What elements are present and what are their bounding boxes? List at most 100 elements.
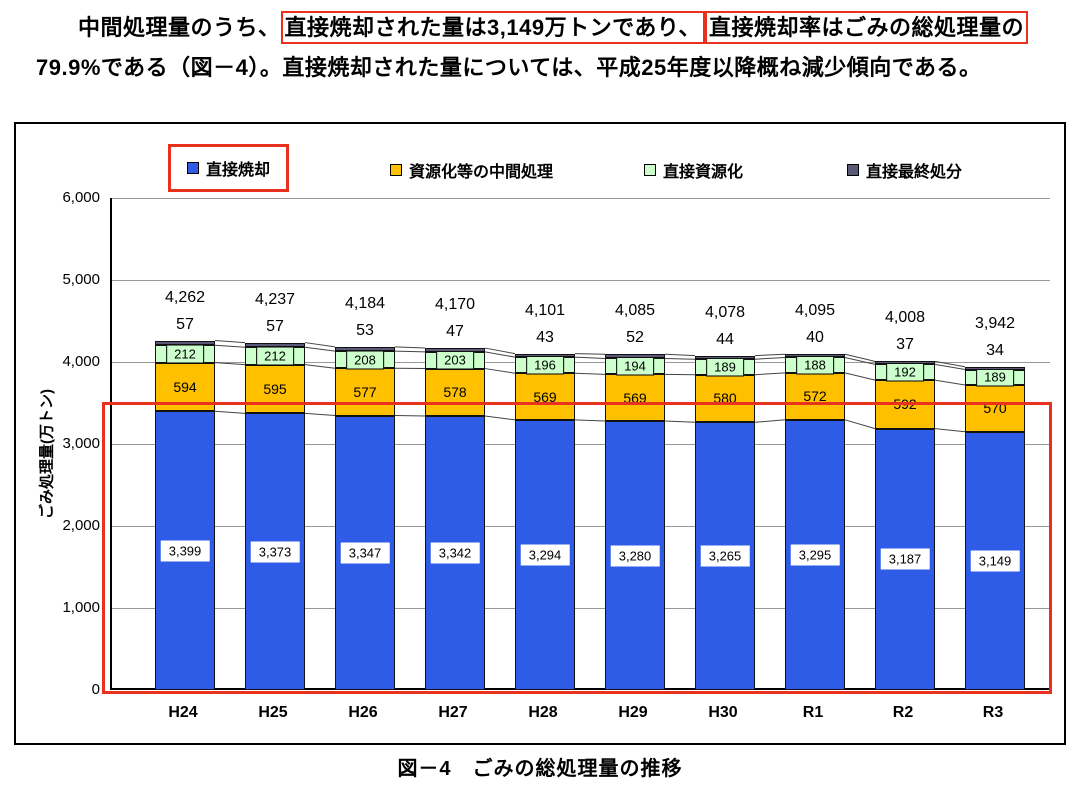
bar-segment: 3,342 xyxy=(425,415,485,690)
bar-value-label: 189 xyxy=(706,357,744,377)
y-axis-title: ごみ処理量(万トン) xyxy=(38,389,56,519)
gridline xyxy=(112,198,1050,199)
bar-segment: 3,280 xyxy=(605,421,665,690)
bar-value-label: 572 xyxy=(803,388,827,405)
bar-segment: 189 xyxy=(965,367,1025,387)
bar-total-label: 3,942 xyxy=(974,314,1016,332)
x-tick-label: H25 xyxy=(258,704,288,721)
bar-value-label: 569 xyxy=(623,389,647,406)
y-tick-label: 0 xyxy=(91,681,100,698)
bar-segment: 212 xyxy=(245,346,305,366)
bar-segment: 595 xyxy=(245,364,305,414)
bar-segment xyxy=(515,353,575,358)
gridline xyxy=(112,526,1050,527)
bar-final-disposal-label: 52 xyxy=(626,329,644,347)
y-tick-label: 6,000 xyxy=(62,189,100,206)
legend-marker-direct-incineration xyxy=(187,162,199,174)
bar-segment: 3,347 xyxy=(335,415,395,690)
bar-segment: 3,399 xyxy=(155,411,215,690)
bar-segment xyxy=(425,348,485,352)
bar-total-label: 4,262 xyxy=(164,288,206,306)
bar-value-label: 208 xyxy=(346,350,384,370)
y-tick-label: 4,000 xyxy=(62,353,100,370)
bar-final-disposal-label: 43 xyxy=(536,328,554,346)
figure-caption: 図－4 ごみの総処理量の推移 xyxy=(397,758,683,780)
bar-segment: 192 xyxy=(875,362,935,382)
bar-value-label: 196 xyxy=(526,355,564,375)
bar-total-label: 4,170 xyxy=(434,296,476,314)
y-tick-label: 2,000 xyxy=(62,517,100,534)
bar-value-label: 3,294 xyxy=(520,544,570,566)
bar-value-label: 3,347 xyxy=(340,542,390,564)
bar-value-label: 212 xyxy=(256,346,294,366)
bar-total-label: 4,095 xyxy=(794,302,836,320)
y-tick-label: 3,000 xyxy=(62,435,100,452)
legend-marker-direct-recycling xyxy=(644,164,656,176)
gridline xyxy=(112,280,1050,281)
legend-label-intermediate-recycling: 資源化等の中間処理 xyxy=(409,164,554,181)
bar-segment: 196 xyxy=(515,355,575,375)
intro-highlight-2: 直接焼却率はごみの総処理量の xyxy=(704,11,1028,44)
intro-highlight-1: 直接焼却された量は3,149万トンであり、 xyxy=(280,11,705,44)
bar-segment: 194 xyxy=(605,356,665,376)
bar-value-label: 580 xyxy=(713,390,737,407)
bar-value-label: 3,149 xyxy=(970,550,1020,572)
bar-segment xyxy=(245,342,305,348)
bar-value-label: 577 xyxy=(353,383,377,400)
bar-segment xyxy=(965,366,1025,370)
bar-segment xyxy=(875,361,935,365)
intro-paragraph: 中間処理量のうち、 直接焼却された量は3,149万トンであり、 直接焼却率はごみの総… xyxy=(36,8,1050,88)
gridline xyxy=(112,362,1050,363)
bar-total-label: 4,101 xyxy=(524,301,566,319)
bar-segment: 577 xyxy=(335,368,395,416)
bar-segment: 3,187 xyxy=(875,428,935,690)
bar-value-label: 570 xyxy=(983,400,1007,417)
chart-frame: 直接焼却 資源化等の中間処理 直接資源化 直接最終処分 ごみ処理量(万トン) 3… xyxy=(14,122,1066,745)
bar-segment: 203 xyxy=(425,350,485,370)
x-tick-label: R2 xyxy=(892,704,914,721)
gridline xyxy=(112,608,1050,609)
bar-value-label: 189 xyxy=(976,367,1014,387)
bar-segment: 572 xyxy=(785,372,845,420)
bar-segment xyxy=(695,355,755,360)
bar-final-disposal-label: 44 xyxy=(716,330,734,348)
bar-value-label: 578 xyxy=(443,384,467,401)
intro-text-line2: 79.9%である（図－4）。直接焼却された量については、平成25年度以降概ね減少… xyxy=(36,55,982,80)
y-tick-label: 5,000 xyxy=(62,271,100,288)
bar-final-disposal-label: 47 xyxy=(446,323,464,341)
bar-segment xyxy=(605,354,665,359)
x-tick-label: H30 xyxy=(708,704,738,721)
bar-segment: 592 xyxy=(875,380,935,429)
bar-segment: 594 xyxy=(155,362,215,412)
bar-final-disposal-label: 37 xyxy=(896,336,914,354)
bar-total-label: 4,184 xyxy=(344,294,386,312)
bar-value-label: 3,399 xyxy=(160,540,210,562)
bar-final-disposal-label: 57 xyxy=(266,317,284,335)
bar-value-label: 194 xyxy=(616,356,654,376)
bar-value-label: 203 xyxy=(436,350,474,370)
x-tick-label: H29 xyxy=(618,704,648,721)
bar-segment: 188 xyxy=(785,355,845,375)
bar-value-label: 192 xyxy=(886,362,924,382)
legend-label-direct-recycling: 直接資源化 xyxy=(663,164,744,181)
bar-value-label: 3,342 xyxy=(430,542,480,564)
bar-final-disposal-label: 53 xyxy=(356,321,374,339)
bar-total-label: 4,237 xyxy=(254,290,296,308)
bar-value-label: 3,295 xyxy=(790,544,840,566)
bar-value-label: 3,187 xyxy=(880,548,930,570)
bar-segment: 3,295 xyxy=(785,419,845,690)
bar-segment: 208 xyxy=(335,350,395,370)
bar-segment: 212 xyxy=(155,344,215,364)
x-tick-label: H28 xyxy=(528,704,558,721)
x-tick-label: H24 xyxy=(168,704,198,721)
bar-segment: 569 xyxy=(515,373,575,420)
bar-value-label: 594 xyxy=(173,378,197,395)
x-tick-label: H27 xyxy=(438,704,468,721)
bar-segment: 580 xyxy=(695,374,755,423)
bar-final-disposal-label: 57 xyxy=(176,315,194,333)
bar-segment: 3,265 xyxy=(695,422,755,690)
bar-segment: 569 xyxy=(605,374,665,422)
legend-item-direct-final-disposal: 直接最終処分 xyxy=(847,158,962,182)
legend-item-intermediate-recycling: 資源化等の中間処理 xyxy=(390,158,553,182)
bar-total-label: 4,085 xyxy=(614,302,656,320)
